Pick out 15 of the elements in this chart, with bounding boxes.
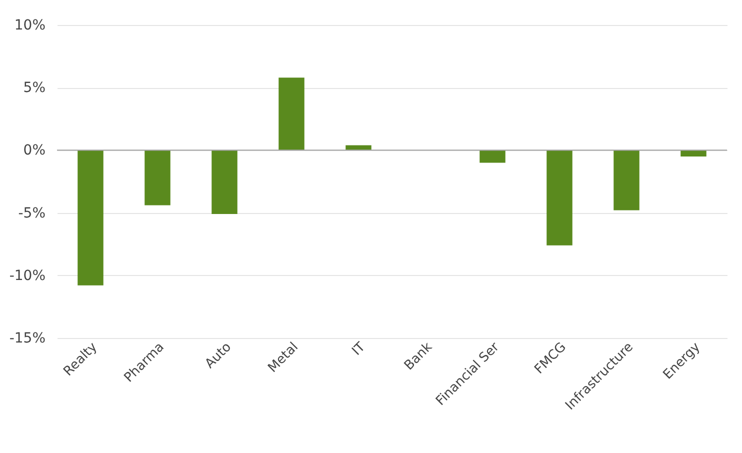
bar: [614, 150, 640, 210]
bar: [278, 78, 304, 150]
y-tick-label: 5%: [23, 80, 46, 96]
y-tick-label: 10%: [14, 18, 46, 34]
y-tick-label: -10%: [9, 268, 46, 284]
bar: [546, 150, 572, 246]
y-tick-label: -15%: [9, 330, 46, 346]
y-tick-label: 0%: [23, 142, 46, 159]
bar: [212, 150, 238, 214]
bar: [144, 150, 170, 206]
x-tick-label: IT: [349, 340, 368, 359]
bar: [346, 145, 372, 150]
bar: [78, 150, 104, 286]
y-tick-label: -5%: [18, 205, 46, 222]
bar: [480, 150, 506, 163]
